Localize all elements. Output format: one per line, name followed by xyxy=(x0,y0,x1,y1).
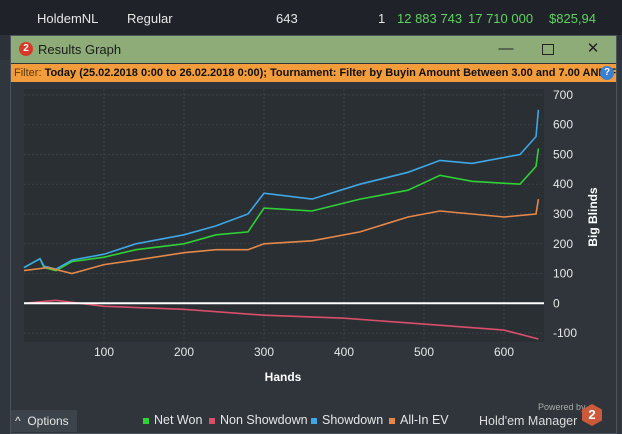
y-tick-label: 500 xyxy=(553,147,573,161)
hm2-brand-logo-icon: 2 xyxy=(582,404,602,426)
legend-swatch xyxy=(389,417,395,424)
bg-hands: 643 xyxy=(276,11,298,26)
series-line-net-won xyxy=(23,148,540,272)
y-tick-label: 200 xyxy=(553,237,573,251)
y-tick-label: 100 xyxy=(553,267,573,281)
legend-showdown[interactable]: Showdown xyxy=(311,413,383,427)
results-graph-window: 2 Results Graph — ✕ Filter: Today (25.02… xyxy=(10,35,617,434)
x-tick-labels: 100 200 300 400 500 600 xyxy=(94,345,514,359)
y-tick-label: 700 xyxy=(553,88,573,102)
y-axis-label: Big Blinds xyxy=(586,187,600,247)
bg-amount: $825,94 xyxy=(549,11,596,26)
maximize-button[interactable] xyxy=(537,39,559,59)
powered-by: Powered by xyxy=(538,402,586,412)
x-tick-label: 500 xyxy=(414,345,434,359)
x-tick-label: 600 xyxy=(494,345,514,359)
bg-chips1: 12 883 743 xyxy=(397,11,463,26)
plot-area xyxy=(24,89,544,342)
bg-count: 1 xyxy=(378,11,386,26)
x-axis-label: Hands xyxy=(265,370,302,384)
background-panel-right xyxy=(612,60,622,434)
filter-label: Filter: xyxy=(14,67,42,79)
help-icon[interactable]: ? xyxy=(600,66,614,80)
x-tick-label: 300 xyxy=(254,345,274,359)
legend-label: Non Showdown xyxy=(220,413,308,427)
x-tick-label: 100 xyxy=(94,345,114,359)
y-tick-label: 0 xyxy=(553,296,560,310)
options-label: Options xyxy=(27,414,69,428)
background-table-row[interactable]: HoldemNL Regular 643 1 12 883 743 17 710… xyxy=(0,0,622,35)
background-panel-left xyxy=(0,60,12,434)
x-tick-label: 200 xyxy=(174,345,194,359)
legend-non-showdown[interactable]: Non Showdown xyxy=(209,413,308,427)
legend-net-won[interactable]: Net Won xyxy=(143,413,202,427)
options-button[interactable]: ^ Options xyxy=(11,410,77,432)
bg-site: HoldemNL xyxy=(37,11,99,26)
y-tick-label: 300 xyxy=(553,207,573,221)
close-button[interactable]: ✕ xyxy=(586,40,600,57)
titlebar[interactable]: 2 Results Graph — ✕ xyxy=(11,36,616,63)
y-tick-label: -100 xyxy=(553,326,577,340)
hm2-logo-icon: 2 xyxy=(19,42,33,56)
filter-value: Today (25.02.2018 0:00 to 26.02.2018 0:0… xyxy=(44,67,616,79)
legend-swatch xyxy=(209,417,215,424)
series-line-non-showdown xyxy=(23,299,539,340)
filter-bar[interactable]: Filter: Today (25.02.2018 0:00 to 26.02.… xyxy=(11,64,616,82)
maximize-icon xyxy=(542,44,554,55)
results-chart: 100 200 300 400 500 600 -100 0 100 200 300 400 500 6… xyxy=(23,88,600,384)
legend-label: All-In EV xyxy=(400,413,449,427)
series-line-all-in-ev xyxy=(23,198,540,275)
y-tick-labels: -100 0 100 200 300 400 500 600 700 xyxy=(553,88,577,340)
x-tick-label: 400 xyxy=(334,345,354,359)
series-lines xyxy=(23,109,540,340)
bg-type: Regular xyxy=(127,11,173,26)
legend-label: Showdown xyxy=(322,413,384,427)
bg-chips2: 17 710 000 xyxy=(468,11,534,26)
legend-all-in-ev[interactable]: All-In EV xyxy=(389,413,449,427)
minimize-button[interactable]: — xyxy=(498,40,514,57)
chevron-up-icon: ^ xyxy=(15,414,21,428)
legend-swatch xyxy=(143,417,149,424)
legend-label: Net Won xyxy=(154,413,203,427)
legend-swatch xyxy=(311,417,317,424)
y-tick-label: 600 xyxy=(553,118,573,132)
window-title: Results Graph xyxy=(38,42,122,57)
brand-name: Hold'em Manager xyxy=(479,414,578,428)
y-tick-label: 400 xyxy=(553,177,573,191)
